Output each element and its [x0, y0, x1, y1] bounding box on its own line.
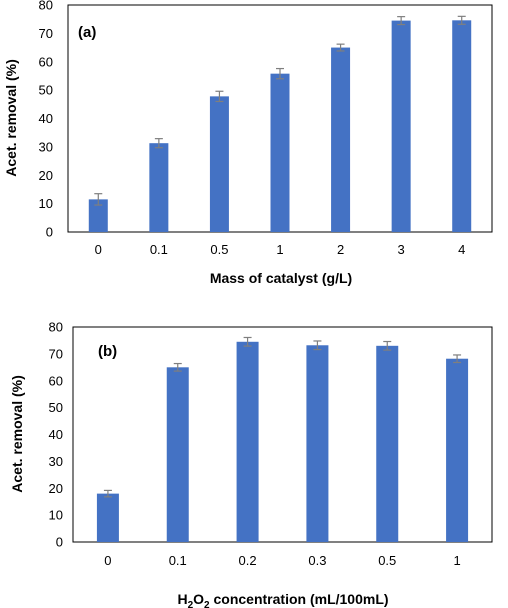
bar-b-0 — [96, 493, 119, 542]
error-bar-b-0 — [103, 489, 112, 498]
y-tick-label-a-8: 80 — [39, 0, 53, 13]
y-ticks-a: 0 10 20 30 40 50 60 70 80 — [39, 0, 53, 240]
error-bar-b-5 — [453, 354, 462, 364]
x-tick-label-b-4: 0.5 — [378, 553, 396, 568]
plot-frame-b — [72, 326, 493, 543]
bars-a — [88, 15, 472, 233]
y-ticks-b: 0 10 20 30 40 50 60 70 80 — [49, 320, 63, 550]
panel-label-b: (b) — [98, 343, 117, 360]
y-axis-title-b: Acet. removal (%) — [9, 375, 25, 492]
y-axis-title-a: Acet. removal (%) — [3, 59, 19, 176]
y-tick-label-b-4: 40 — [49, 427, 63, 442]
x-axis-title-b-h: H — [177, 591, 187, 607]
y-tick-label-a-6: 60 — [39, 54, 53, 69]
x-tick-label-a-6: 4 — [458, 242, 465, 257]
bar-a-5 — [391, 20, 411, 233]
y-tick-label-b-2: 20 — [49, 481, 63, 496]
x-tick-label-b-5: 1 — [453, 553, 460, 568]
error-bar-a-4 — [336, 43, 345, 52]
x-tick-label-b-2: 0.2 — [239, 553, 257, 568]
x-tick-label-a-0: 0 — [95, 242, 102, 257]
y-tick-label-a-5: 50 — [39, 83, 53, 98]
error-bar-a-3 — [276, 67, 284, 80]
bars-b — [96, 336, 469, 542]
x-axis-title-b-sub2: 2 — [204, 600, 210, 608]
bar-b-5 — [446, 358, 469, 542]
y-tick-label-a-1: 10 — [39, 196, 53, 211]
bar-a-4 — [331, 47, 351, 232]
error-bar-a-2 — [215, 90, 224, 103]
y-tick-label-a-4: 40 — [39, 111, 53, 126]
y-tick-label-b-1: 10 — [49, 508, 63, 523]
x-axis-title-b-o: O — [193, 591, 204, 607]
bar-b-4 — [376, 345, 399, 542]
error-bar-b-2 — [243, 336, 252, 347]
error-bar-b-1 — [173, 362, 182, 372]
x-axis-title-a: Mass of catalyst (g/L) — [210, 270, 352, 286]
x-tick-label-a-3: 1 — [276, 242, 283, 257]
x-tick-label-b-1: 0.1 — [169, 553, 187, 568]
bar-a-6 — [452, 20, 472, 233]
y-tick-label-b-5: 50 — [49, 400, 63, 415]
panel-label-a: (a) — [78, 24, 96, 41]
bar-b-2 — [236, 341, 259, 542]
error-bar-a-1 — [154, 138, 163, 149]
chart-panel-b: (b) 0 10 20 30 40 50 60 70 80 0 0.1 0.2 0.3 0.5 1 Ace… — [9, 320, 493, 608]
y-tick-label-a-7: 70 — [39, 26, 53, 41]
x-tick-label-b-3: 0.3 — [308, 553, 326, 568]
x-tick-label-a-1: 0.1 — [150, 242, 168, 257]
error-bar-b-3 — [313, 340, 322, 351]
x-axis-title-b: H2O2 concentration (mL/100mL) — [177, 591, 388, 608]
x-tick-label-b-0: 0 — [104, 553, 111, 568]
error-bar-a-5 — [397, 16, 406, 26]
y-tick-label-a-2: 20 — [39, 168, 53, 183]
error-bar-b-4 — [383, 340, 392, 351]
chart-panel-a: (a) 0 10 20 30 40 50 60 70 80 0 0.1 0.5 1 2 3 4 Acet. … — [3, 0, 493, 286]
bar-a-2 — [209, 96, 229, 233]
x-axis-title-b-sub1: 2 — [188, 600, 194, 608]
x-tick-label-a-2: 0.5 — [210, 242, 228, 257]
y-tick-label-a-0: 0 — [46, 225, 53, 240]
x-tick-label-a-4: 2 — [337, 242, 344, 257]
x-tick-label-a-5: 3 — [398, 242, 405, 257]
bar-a-1 — [149, 143, 169, 232]
bar-b-1 — [166, 367, 189, 542]
x-axis-title-b-rest: concentration (mL/100mL) — [210, 591, 389, 607]
y-tick-label-a-3: 30 — [39, 139, 53, 154]
y-tick-label-b-0: 0 — [56, 535, 63, 550]
bar-a-0 — [88, 199, 108, 232]
error-bar-a-6 — [457, 15, 466, 25]
bar-a-3 — [270, 73, 290, 232]
y-tick-label-b-6: 60 — [49, 373, 63, 388]
error-bar-a-0 — [94, 193, 103, 206]
y-tick-label-b-8: 80 — [49, 320, 63, 335]
x-ticks-a: 0 0.1 0.5 1 2 3 4 — [95, 242, 466, 257]
x-ticks-b: 0 0.1 0.2 0.3 0.5 1 — [104, 553, 460, 568]
y-tick-label-b-7: 70 — [49, 346, 63, 361]
y-tick-label-b-3: 30 — [49, 454, 63, 469]
bar-b-3 — [306, 345, 329, 542]
